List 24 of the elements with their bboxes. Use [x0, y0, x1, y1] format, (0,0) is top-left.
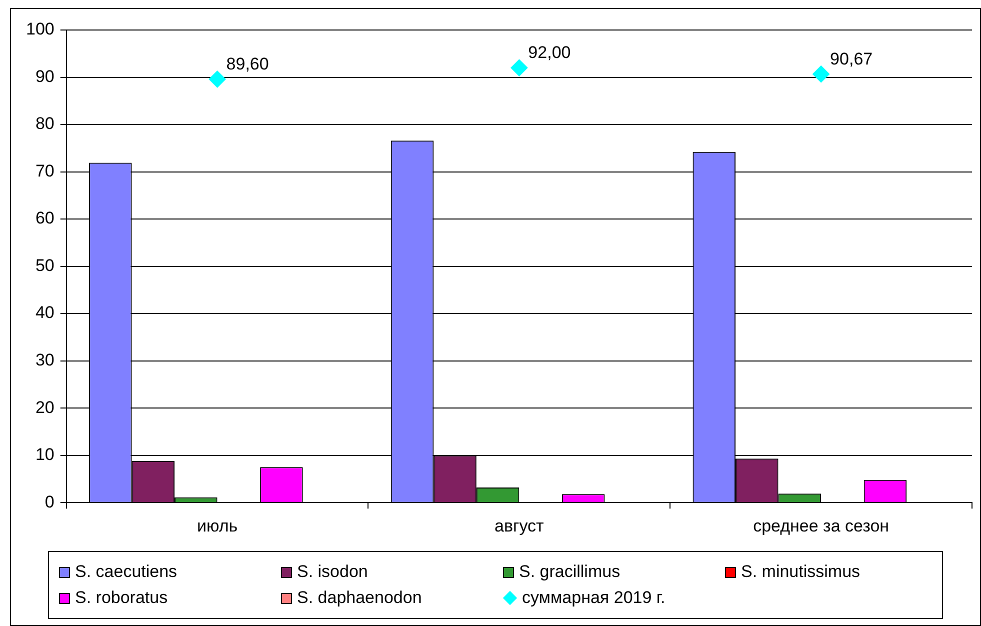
legend-label: S. minutissimus — [741, 562, 860, 582]
y-tick-label: 90 — [35, 66, 54, 86]
data-label: 89,60 — [226, 54, 269, 74]
legend-label: S. isodon — [297, 562, 368, 582]
y-tick-label: 0 — [44, 492, 54, 512]
y-tick-label: 10 — [35, 445, 54, 464]
y-tick-label: 70 — [35, 161, 54, 180]
y-tick-label: 30 — [35, 350, 54, 370]
legend-label: S. caecutiens — [75, 562, 178, 582]
y-tick-label: 100 — [26, 20, 54, 39]
data-label: 90,67 — [830, 49, 873, 68]
legend-label: суммарная 2019 г. — [522, 588, 666, 608]
x-tick-label: август — [494, 516, 544, 536]
legend-label: S. roboratus — [75, 588, 168, 608]
y-tick-label: 50 — [35, 256, 54, 275]
y-tick-label: 40 — [35, 303, 54, 322]
y-tick-label: 60 — [35, 208, 54, 228]
data-label: 92,00 — [528, 42, 571, 62]
legend-label: S. gracillimus — [519, 562, 620, 582]
legend-label: S. daphaenodon — [297, 588, 422, 608]
y-tick-label: 80 — [35, 114, 54, 134]
x-tick-label: июль — [196, 516, 238, 536]
x-tick-label: среднее за сезон — [753, 516, 890, 536]
y-tick-label: 20 — [35, 398, 54, 417]
